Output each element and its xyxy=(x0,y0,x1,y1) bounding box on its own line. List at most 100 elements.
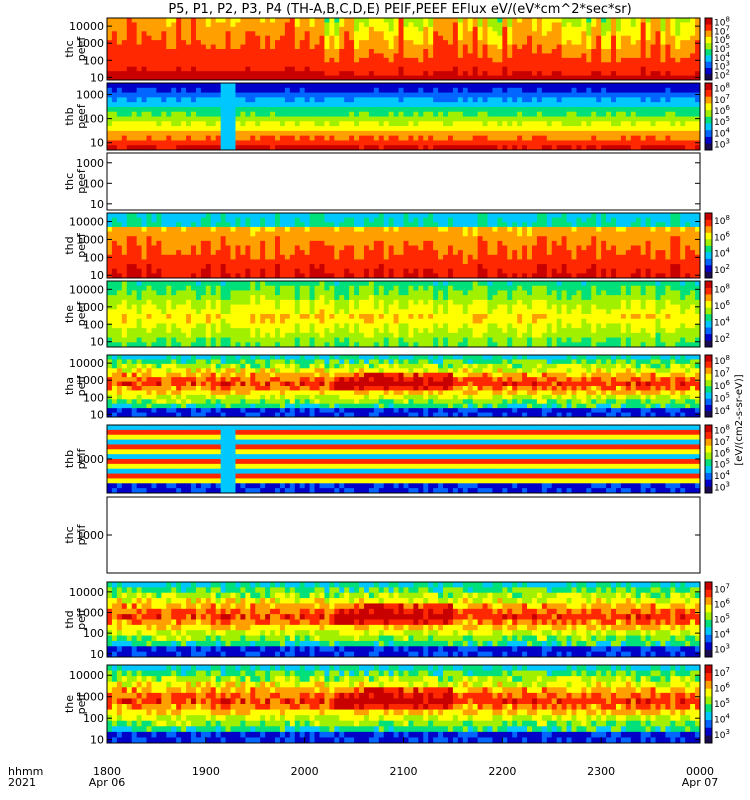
data-cell xyxy=(428,126,434,132)
data-cell xyxy=(245,259,251,265)
data-cell xyxy=(304,102,311,108)
data-cell xyxy=(517,231,523,237)
data-cell xyxy=(640,217,647,223)
data-cell xyxy=(403,254,409,260)
data-cell xyxy=(250,130,256,137)
data-cell xyxy=(620,57,627,63)
data-cell xyxy=(606,222,612,228)
data-cell xyxy=(522,106,528,113)
data-cell xyxy=(581,44,587,50)
data-cell xyxy=(576,240,582,246)
data-cell xyxy=(492,140,498,146)
data-cell xyxy=(665,83,671,89)
data-cell xyxy=(462,245,469,251)
data-cell xyxy=(408,140,414,146)
data-cell xyxy=(294,31,301,37)
data-cell xyxy=(477,97,483,103)
data-cell xyxy=(126,97,133,103)
data-cell xyxy=(447,268,454,274)
data-cell xyxy=(561,75,567,81)
data-cell xyxy=(191,264,197,270)
data-cell xyxy=(477,217,483,223)
data-cell xyxy=(146,116,152,122)
data-cell xyxy=(270,71,276,76)
data-cell xyxy=(240,145,246,151)
data-cell xyxy=(161,75,167,81)
data-cell xyxy=(452,245,459,251)
data-cell xyxy=(398,145,404,151)
data-cell xyxy=(319,250,325,256)
data-cell xyxy=(551,66,558,72)
data-cell xyxy=(195,226,202,232)
data-cell xyxy=(220,31,226,37)
data-cell xyxy=(472,75,479,81)
data-cell xyxy=(472,83,479,89)
data-cell xyxy=(477,268,483,274)
data-cell xyxy=(186,264,192,270)
data-cell xyxy=(507,31,513,37)
data-cell xyxy=(467,222,474,228)
data-cell xyxy=(413,44,419,50)
data-cell xyxy=(299,135,306,141)
data-cell xyxy=(680,71,686,76)
data-cell xyxy=(146,222,152,228)
data-cell xyxy=(151,130,157,137)
data-cell xyxy=(635,49,642,54)
data-cell xyxy=(359,259,365,265)
data-cell xyxy=(581,40,587,45)
data-cell xyxy=(176,273,182,279)
data-cell xyxy=(121,44,128,50)
data-cell xyxy=(517,135,523,141)
data-cell xyxy=(571,40,577,45)
data-cell xyxy=(354,240,360,246)
data-cell xyxy=(447,66,454,72)
data-cell xyxy=(146,22,152,28)
data-cell xyxy=(655,18,661,23)
data-cell xyxy=(462,62,469,68)
data-cell xyxy=(289,130,296,137)
data-cell xyxy=(319,130,325,137)
panel-label: thc peef xyxy=(63,168,88,194)
data-cell xyxy=(655,31,661,37)
data-cell xyxy=(536,264,543,270)
data-cell xyxy=(309,102,315,108)
data-cell xyxy=(136,92,142,98)
data-cell xyxy=(131,106,138,113)
data-cell xyxy=(472,213,479,219)
data-cell xyxy=(186,83,192,89)
data-cell xyxy=(368,259,375,265)
data-cell xyxy=(546,87,553,93)
data-cell xyxy=(359,226,365,232)
data-cell xyxy=(477,57,483,63)
data-cell xyxy=(200,213,207,219)
data-cell xyxy=(284,35,291,41)
data-cell xyxy=(443,231,449,237)
data-cell xyxy=(611,26,617,32)
data-cell xyxy=(477,92,483,98)
data-cell xyxy=(536,102,543,108)
data-cell xyxy=(586,75,592,81)
data-cell xyxy=(151,245,157,251)
data-cell xyxy=(245,236,251,242)
data-cell xyxy=(630,259,637,265)
data-cell xyxy=(107,22,113,28)
data-cell xyxy=(665,22,671,28)
data-cell xyxy=(581,106,587,113)
data-cell xyxy=(250,49,256,54)
data-cell xyxy=(393,259,399,265)
data-cell xyxy=(200,66,207,72)
data-cell xyxy=(388,268,395,274)
data-cell xyxy=(319,268,325,274)
data-cell xyxy=(502,57,508,63)
data-cell xyxy=(531,71,538,76)
data-cell xyxy=(611,121,617,127)
data-cell xyxy=(225,49,231,54)
data-cell xyxy=(215,140,222,146)
data-cell xyxy=(591,26,597,32)
data-cell xyxy=(418,35,424,41)
data-cell xyxy=(413,106,419,113)
data-cell xyxy=(625,87,632,93)
data-cell xyxy=(615,116,622,122)
data-cell xyxy=(388,53,395,59)
